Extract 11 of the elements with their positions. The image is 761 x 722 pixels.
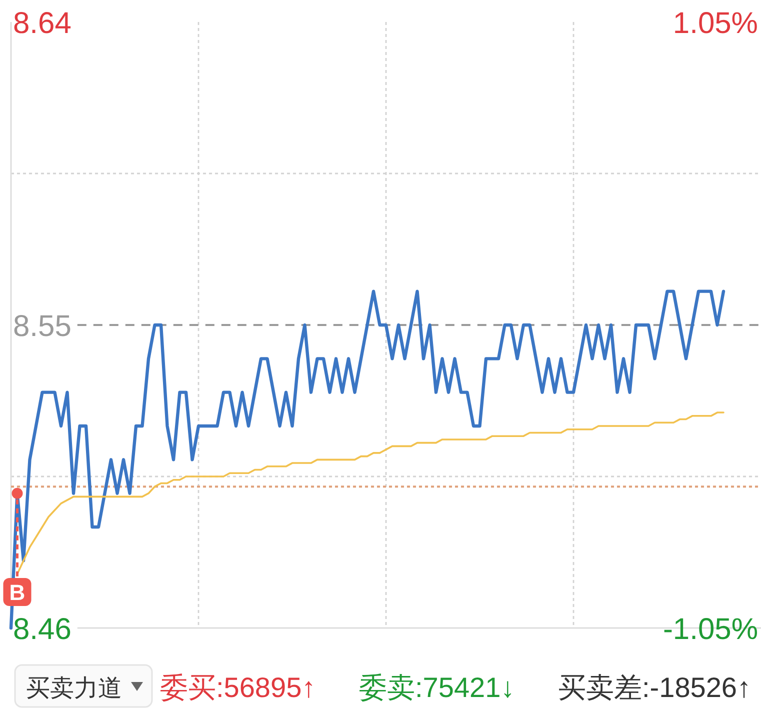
- y2-tick-label: -1.05%: [662, 613, 758, 646]
- text: B: [9, 580, 26, 605]
- y-tick-label: 8.64: [13, 7, 72, 40]
- text: 买卖差:-18526↑: [558, 672, 751, 703]
- text: 买卖力道: [26, 675, 122, 702]
- y-tick-label: 8.46: [13, 613, 72, 646]
- text: 委卖:75421↓: [359, 672, 515, 703]
- y-tick-label: 8.55: [13, 310, 72, 343]
- y2-tick-label: 1.05%: [672, 7, 758, 40]
- line-series: [16, 412, 724, 576]
- text: 委买:56895↑: [160, 672, 316, 703]
